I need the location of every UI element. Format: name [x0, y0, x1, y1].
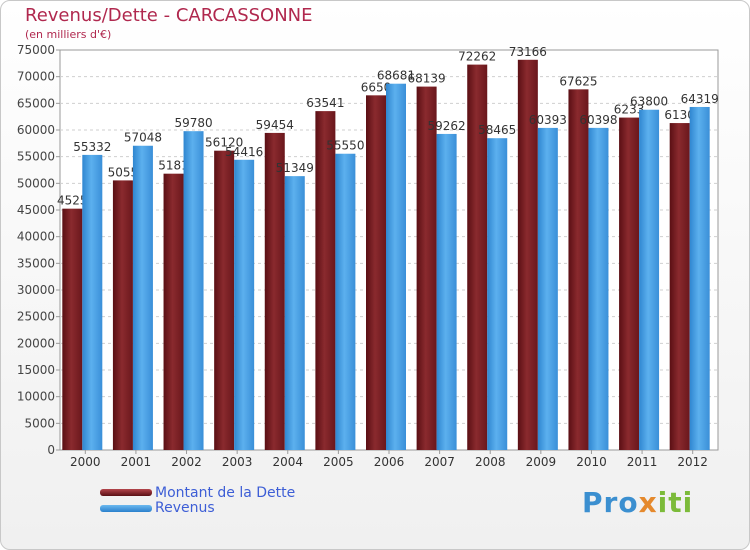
bar-debt: [517, 59, 538, 450]
bar-debt: [619, 117, 640, 450]
x-tick-label: 2007: [424, 455, 455, 469]
data-label-debt: 67625: [559, 74, 597, 88]
legend-swatch-revenue: [100, 505, 152, 512]
y-tick-label: 75000: [17, 43, 55, 57]
data-label-revenue: 63800: [630, 95, 668, 109]
data-label-debt: 73166: [509, 45, 547, 59]
y-tick-label: 15000: [17, 363, 55, 377]
data-label-revenue: 54416: [225, 145, 263, 159]
bar-revenue: [588, 127, 609, 451]
bar-debt: [416, 86, 437, 450]
bar-debt: [112, 180, 133, 450]
bar-revenue: [537, 127, 558, 451]
bar-debt: [264, 132, 285, 451]
legend-label-revenue: Revenus: [155, 500, 215, 516]
data-label-debt: 72262: [458, 50, 496, 64]
legend-swatch-debt: [100, 489, 152, 496]
y-tick-label: 50000: [17, 176, 55, 190]
data-label-debt: 5181: [158, 159, 189, 173]
y-tick-label: 20000: [17, 336, 55, 350]
x-tick-label: 2008: [475, 455, 506, 469]
x-tick-label: 2005: [323, 455, 354, 469]
x-tick-label: 2012: [677, 455, 708, 469]
proxiti-logo: Proxiti: [582, 486, 693, 519]
data-label-revenue: 55332: [73, 140, 111, 154]
data-label-revenue: 60398: [579, 113, 617, 127]
chart-title: Revenus/Dette - CARCASSONNE: [25, 5, 313, 26]
bar-debt: [669, 123, 690, 451]
x-tick-label: 2001: [121, 455, 152, 469]
data-label-debt: 63541: [306, 96, 344, 110]
x-tick-label: 2011: [627, 455, 658, 469]
data-label-debt: 6650: [361, 80, 392, 94]
bar-revenue: [335, 153, 356, 450]
data-label-revenue: 64319: [681, 92, 719, 106]
bar-debt: [163, 173, 184, 450]
y-tick-label: 0: [47, 443, 55, 457]
data-label-debt: 59454: [256, 118, 294, 132]
bar-debt: [62, 208, 83, 450]
data-label-revenue: 57048: [124, 131, 162, 145]
y-tick-label: 5000: [24, 416, 55, 430]
bar-debt: [467, 64, 488, 451]
x-tick-label: 2006: [374, 455, 405, 469]
data-label-revenue: 58465: [478, 123, 516, 137]
logo-part-3: iti: [657, 486, 694, 519]
data-label-debt: 5055: [108, 165, 139, 179]
data-label-revenue: 59262: [428, 119, 466, 133]
y-tick-label: 45000: [17, 203, 55, 217]
bar-revenue: [183, 131, 204, 450]
x-tick-label: 2009: [526, 455, 557, 469]
data-label-debt: 68139: [408, 72, 446, 86]
y-tick-label: 30000: [17, 283, 55, 297]
x-tick-label: 2003: [222, 455, 253, 469]
bar-debt: [366, 95, 386, 450]
bar-debt: [315, 111, 336, 450]
bar-revenue: [132, 145, 153, 450]
y-tick-label: 25000: [17, 310, 55, 324]
data-label-debt: 6233: [614, 103, 645, 117]
y-tick-label: 65000: [17, 96, 55, 110]
y-tick-label: 40000: [17, 230, 55, 244]
bar-revenue: [639, 109, 660, 450]
bar-revenue: [386, 83, 406, 451]
bar-debt: [568, 89, 589, 450]
bar-revenue: [689, 106, 710, 450]
logo-part-1: Pro: [582, 486, 639, 519]
x-tick-label: 2002: [171, 455, 202, 469]
legend-label-debt: Montant de la Dette: [155, 485, 296, 501]
bar-revenue: [436, 133, 457, 450]
data-label-revenue: 60393: [529, 113, 567, 127]
bar-revenue: [82, 154, 103, 450]
x-tick-label: 2000: [70, 455, 101, 469]
data-label-revenue: 59780: [174, 116, 212, 130]
x-tick-label: 2010: [576, 455, 607, 469]
data-label-revenue: 55550: [326, 139, 364, 153]
bar-revenue: [234, 159, 255, 451]
data-label-debt: 6130: [664, 108, 695, 122]
data-label-revenue: 51349: [276, 161, 314, 175]
logo-part-2: x: [638, 486, 658, 519]
y-tick-label: 55000: [17, 150, 55, 164]
y-tick-label: 10000: [17, 390, 55, 404]
x-tick-label: 2004: [272, 455, 303, 469]
data-label-debt: 4525: [57, 194, 88, 208]
data-label-debt: 56120: [205, 136, 243, 150]
y-tick-label: 70000: [17, 70, 55, 84]
bar-revenue: [487, 138, 508, 451]
bar-revenue: [284, 176, 305, 450]
data-label-revenue: 68681: [377, 69, 415, 83]
chart-subtitle: (en milliers d'€): [25, 28, 112, 41]
bar-debt: [214, 150, 235, 450]
y-tick-label: 35000: [17, 256, 55, 270]
y-tick-label: 60000: [17, 123, 55, 137]
